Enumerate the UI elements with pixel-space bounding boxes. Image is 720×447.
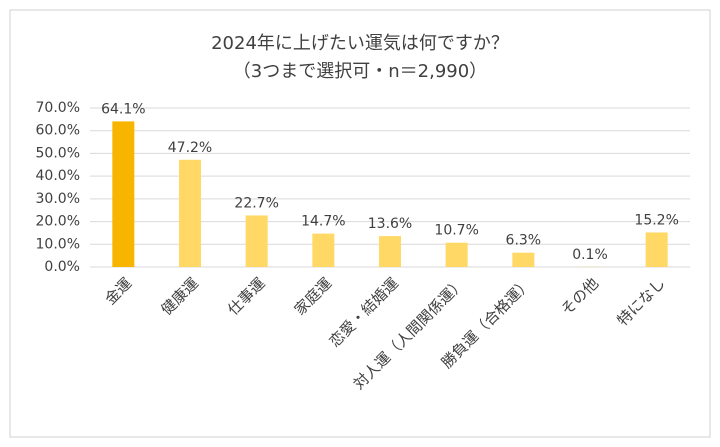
data-label: 6.3% xyxy=(506,233,542,249)
bar xyxy=(379,236,401,267)
bar xyxy=(312,233,335,267)
y-tick-label: 10.0% xyxy=(36,236,80,252)
bar xyxy=(179,159,201,267)
bar xyxy=(645,232,668,267)
y-tick-label: 60.0% xyxy=(36,123,80,139)
data-label: 14.7% xyxy=(301,214,345,230)
data-label: 22.7% xyxy=(234,195,278,211)
chart-title: 2024年に上げたい運気は何ですか？ xyxy=(211,33,509,54)
data-label: 10.7% xyxy=(434,223,478,239)
data-label: 47.2% xyxy=(168,140,212,156)
y-tick-label: 40.0% xyxy=(36,168,80,184)
bar xyxy=(245,215,268,267)
data-label: 0.1% xyxy=(572,247,608,263)
y-tick-label: 70.0% xyxy=(36,100,80,116)
data-label: 13.6% xyxy=(368,216,412,232)
bar xyxy=(112,121,135,267)
y-tick-label: 50.0% xyxy=(36,145,80,161)
y-tick-label: 30.0% xyxy=(36,191,80,207)
bar xyxy=(512,252,535,267)
data-label: 64.1% xyxy=(101,101,145,117)
bar xyxy=(445,242,468,267)
y-tick-label: 20.0% xyxy=(36,214,80,230)
data-label: 15.2% xyxy=(634,212,678,228)
chart-subtitle: （3つまで選択可・n＝2,990） xyxy=(233,61,487,82)
y-tick-label: 0.0% xyxy=(44,259,80,275)
